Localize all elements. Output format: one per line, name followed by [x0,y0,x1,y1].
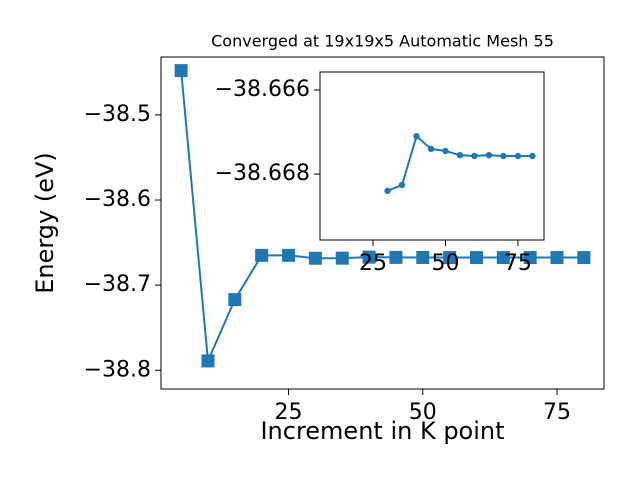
y-tick-label: −38.668 [215,161,310,186]
marker [416,250,430,264]
marker [500,152,507,160]
marker [529,152,536,160]
y-tick-label: −38.7 [84,272,151,297]
marker [282,248,296,262]
marker [456,151,464,159]
marker [550,251,564,265]
marker [485,151,493,159]
chart-title: Converged at 19x19x5 Automatic Mesh 55 [211,32,554,51]
x-tick-label: 75 [543,400,571,425]
marker [384,187,391,195]
marker [398,181,406,189]
y-tick-label: −38.5 [84,102,151,127]
marker [174,64,188,78]
y-tick-label: −38.6 [84,187,151,212]
marker [442,147,449,155]
x-tick-label: 75 [504,251,532,276]
marker [514,152,522,160]
x-tick-label: 25 [275,400,303,425]
y-axis-label: Energy (eV) [31,152,59,294]
marker [308,251,322,265]
marker [469,251,483,265]
marker [335,251,349,265]
marker [577,251,591,265]
marker [523,251,537,265]
x-tick-label: 25 [359,251,387,276]
x-axis-label: Increment in K point [260,417,504,445]
series-line [180,70,584,362]
marker [362,250,376,264]
marker [255,248,269,262]
x-tick-label: 50 [431,251,459,276]
marker [201,354,215,368]
marker [427,145,435,153]
marker [471,152,478,160]
marker [443,251,457,265]
x-tick-label: 50 [409,400,437,425]
marker [389,250,403,264]
marker [413,133,420,140]
y-tick-label: −38.666 [215,77,310,102]
y-tick-label: −38.8 [84,357,151,382]
marker [228,293,242,307]
marker [496,251,510,265]
